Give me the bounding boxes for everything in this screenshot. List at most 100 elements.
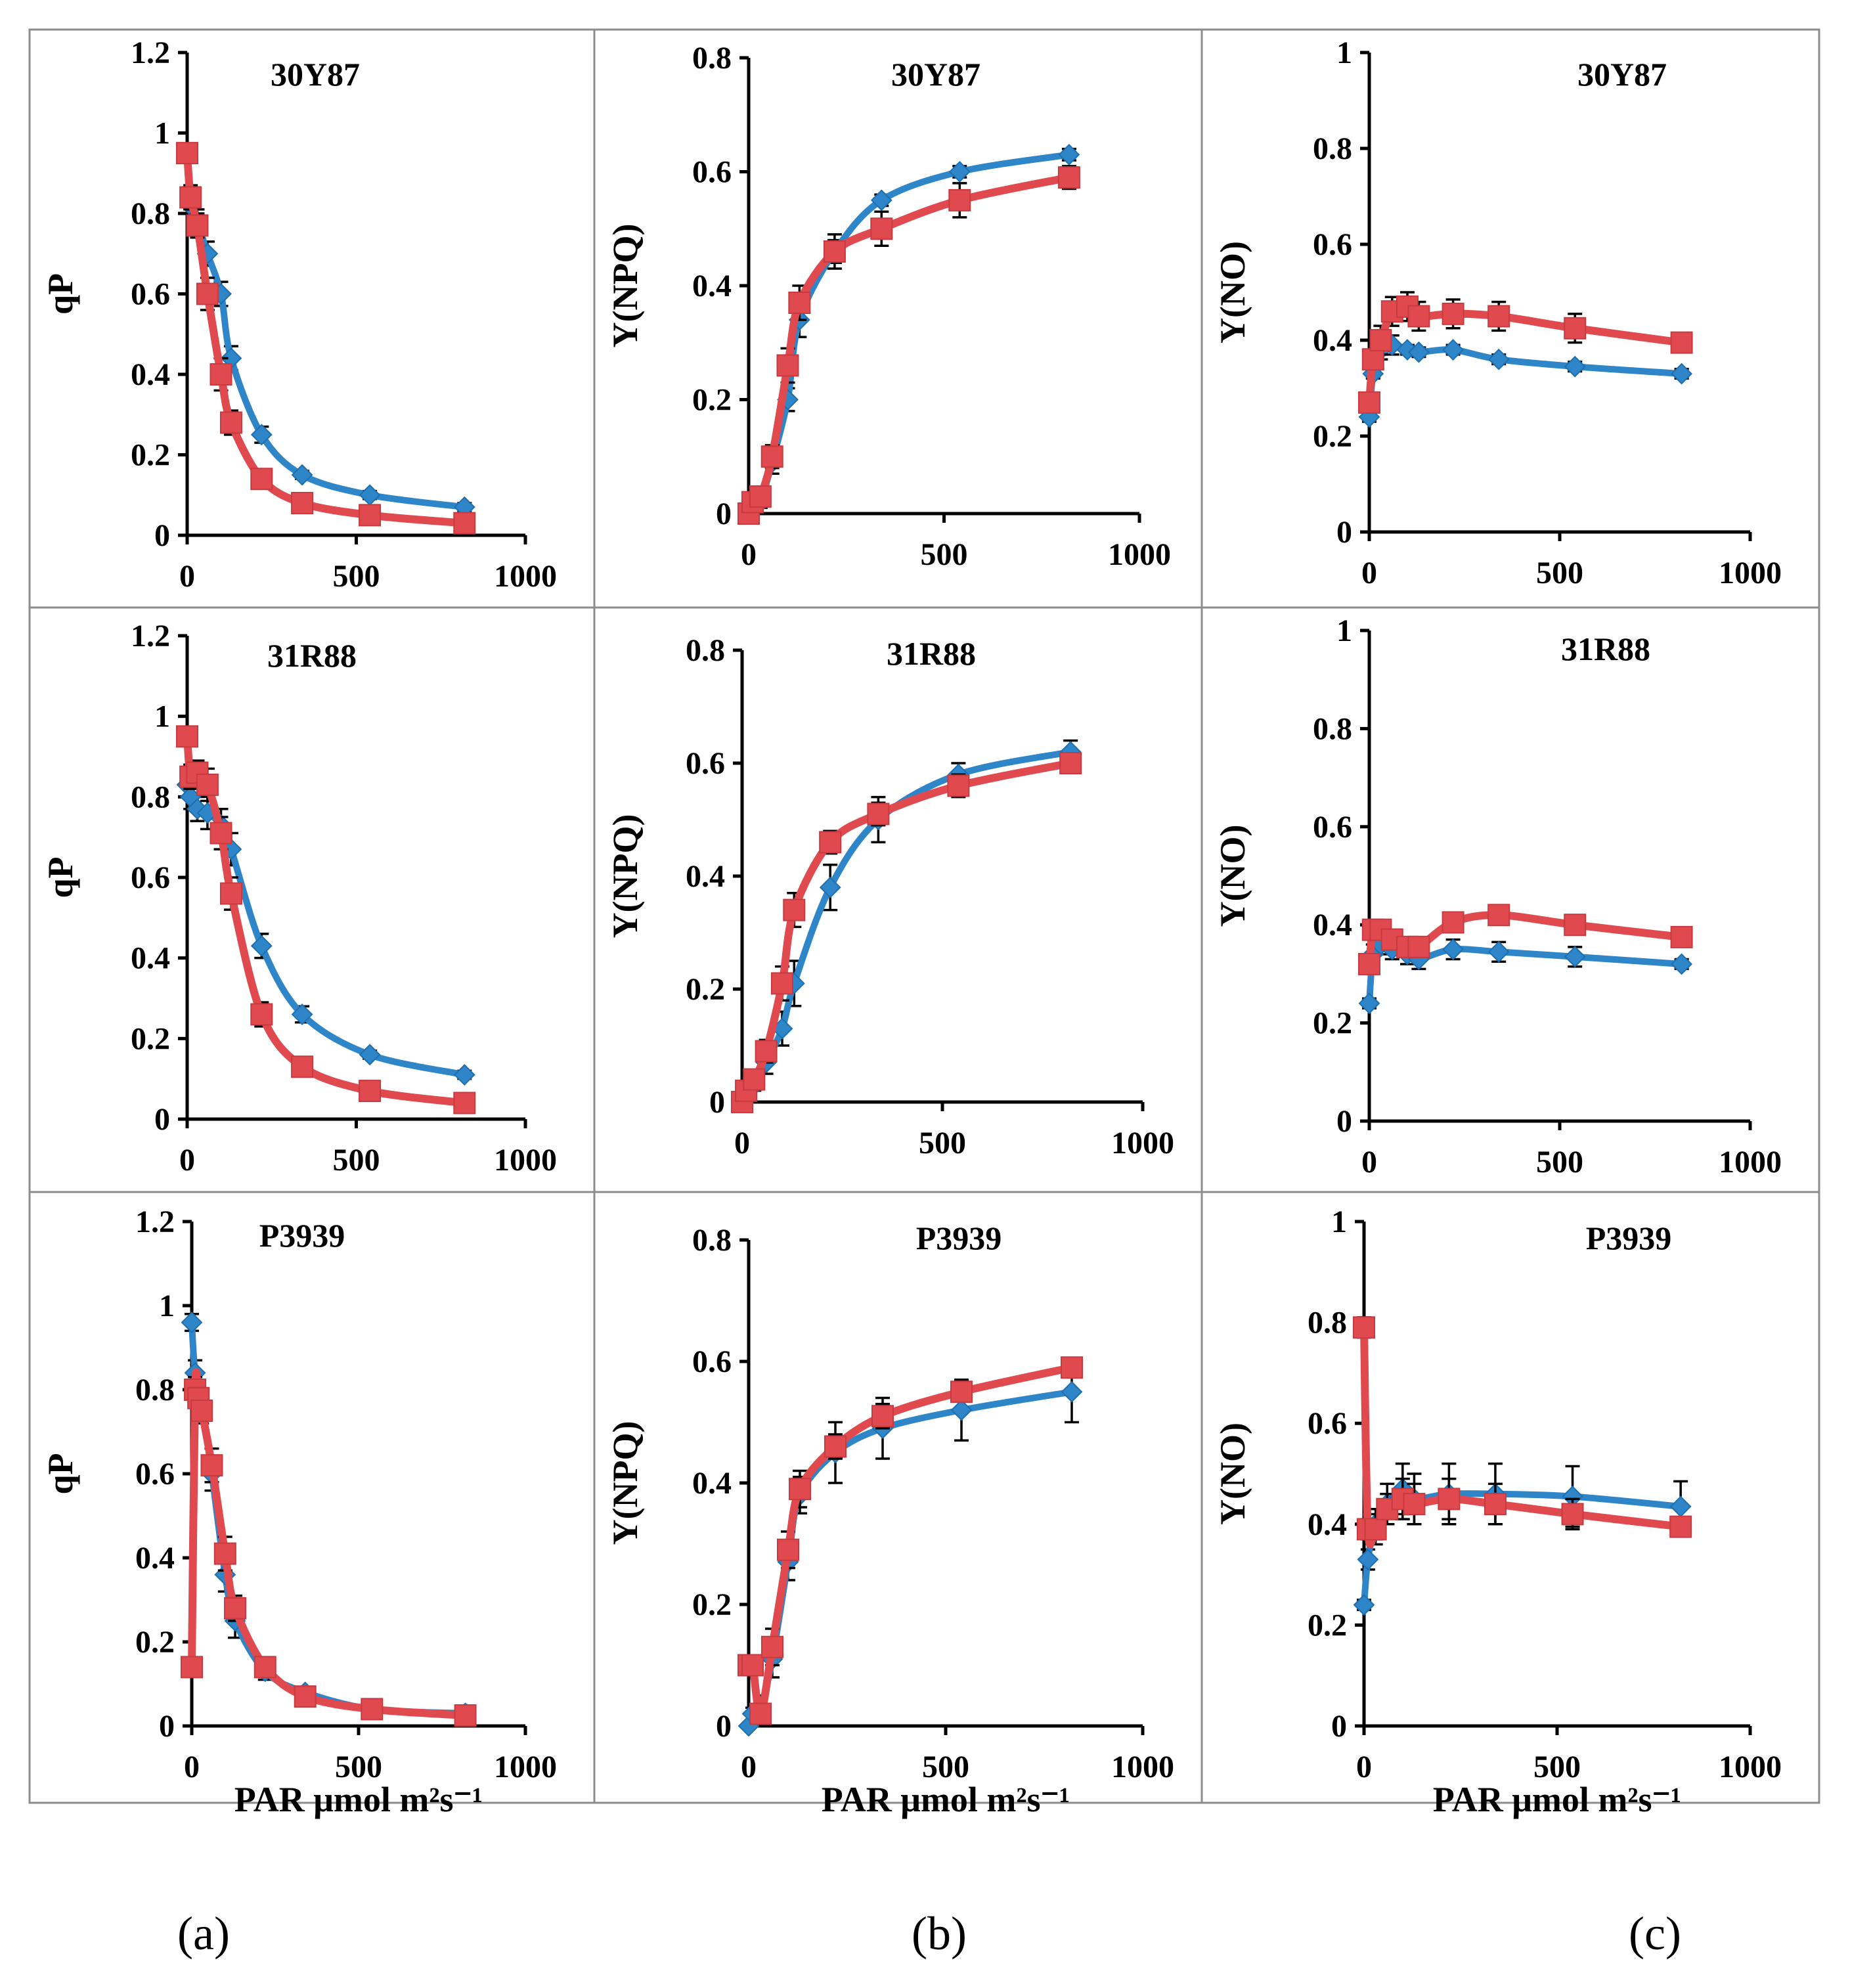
square-marker — [250, 1003, 273, 1026]
diamond-marker — [1358, 992, 1380, 1015]
x-tick-label: 500 — [1533, 1750, 1581, 1784]
y-tick-label: 0.6 — [1308, 1406, 1347, 1441]
y-tick-label: 0.4 — [131, 357, 170, 392]
square-marker — [176, 725, 198, 748]
square-marker — [1407, 305, 1430, 328]
square-marker — [749, 485, 772, 508]
y-tick-label: 0.6 — [1313, 810, 1352, 845]
diamond-marker — [870, 189, 892, 211]
square-marker — [1059, 752, 1082, 774]
y-tick-label: 0.2 — [1313, 1006, 1352, 1041]
square-marker — [1442, 911, 1465, 934]
square-marker — [190, 1400, 213, 1422]
panel-border — [28, 606, 596, 1193]
x-tick-label: 500 — [1536, 1145, 1583, 1180]
y-tick-label: 0.2 — [135, 1625, 175, 1660]
square-marker — [867, 803, 890, 826]
diamond-marker — [1671, 363, 1693, 385]
diamond-marker — [1487, 940, 1510, 963]
y-tick-label: 0.2 — [692, 1587, 732, 1622]
square-marker — [777, 1538, 799, 1561]
diamond-marker — [819, 876, 841, 898]
square-marker — [871, 1405, 894, 1428]
diamond-marker — [1564, 355, 1586, 378]
square-marker — [179, 186, 202, 209]
series-blue — [1358, 334, 1693, 428]
series-red — [731, 752, 1082, 1113]
y-tick-label: 0.6 — [686, 746, 725, 781]
y-tick-label: 0 — [154, 1102, 170, 1137]
x-tick-label: 0 — [179, 1143, 195, 1178]
x-tick-label: 1000 — [1111, 1126, 1174, 1160]
y-tick-label: 0.4 — [686, 859, 725, 894]
chart-title: 30Y87 — [1577, 56, 1667, 93]
y-tick-label: 0.4 — [1308, 1507, 1347, 1542]
square-marker — [947, 774, 970, 797]
series-red — [1358, 904, 1693, 975]
y-tick-label: 0.4 — [131, 941, 170, 976]
y-tick-label: 0.4 — [1313, 323, 1352, 358]
diamond-marker — [250, 424, 273, 446]
panel-8: 0 0.2 0.4 0.6 0.8 0 500 1000 P3939 Y(NPQ) PAR μmol… — [593, 1191, 1203, 1819]
x-axis-label: PAR μmol m²s⁻¹ — [1433, 1780, 1681, 1819]
y-tick-label: 1 — [154, 116, 170, 151]
x-tick-label: 500 — [921, 537, 968, 572]
x-tick-label: 1000 — [1108, 537, 1171, 572]
series-red — [1353, 1316, 1692, 1549]
panel-1: 0 0.2 0.4 0.6 0.8 1 1.2 0 500 1000 30Y87 qP — [28, 28, 596, 609]
x-tick-label: 500 — [333, 1143, 380, 1178]
y-tick-label: 0.2 — [1313, 419, 1352, 454]
square-marker — [1403, 1493, 1426, 1516]
square-marker — [294, 1685, 317, 1708]
x-tick-label: 0 — [734, 1126, 750, 1160]
y-tick-label: 0 — [159, 1709, 175, 1744]
square-marker — [1487, 904, 1510, 927]
square-marker — [176, 142, 198, 165]
square-marker — [761, 1635, 783, 1658]
y-tick-label: 0.2 — [1308, 1608, 1347, 1643]
y-tick-label: 0.2 — [686, 972, 725, 1007]
square-marker — [1361, 348, 1384, 371]
chart-title: 31R88 — [887, 635, 976, 672]
square-marker — [1057, 166, 1080, 189]
y-tick-label: 0.8 — [131, 196, 170, 231]
square-marker — [291, 1055, 314, 1078]
square-marker — [819, 831, 842, 854]
chart-title: P3939 — [259, 1217, 345, 1254]
x-tick-label: 0 — [1361, 556, 1377, 590]
square-marker — [783, 898, 806, 921]
chart-title: 30Y87 — [891, 56, 980, 93]
chart-title: P3939 — [916, 1220, 1002, 1256]
diamond-marker — [1061, 1381, 1083, 1403]
square-marker — [361, 1698, 384, 1721]
y-tick-label: 0.8 — [692, 41, 732, 76]
diamond-marker — [948, 161, 971, 183]
series-blue — [1353, 1462, 1692, 1616]
square-marker — [196, 282, 219, 305]
x-tick-label: 500 — [919, 1126, 966, 1160]
y-tick-label: 0.8 — [1308, 1306, 1347, 1340]
square-marker — [789, 1478, 811, 1501]
square-marker — [219, 411, 242, 434]
square-marker — [219, 882, 242, 905]
y-tick-label: 1 — [1331, 1204, 1347, 1239]
y-tick-label: 0.8 — [1313, 711, 1352, 746]
panel-4: 0 0.2 0.4 0.6 0.8 1 1.2 0 500 1000 31R88 qP — [28, 606, 596, 1193]
panel-2: 0 0.2 0.4 0.6 0.8 0 500 1000 30Y87 Y(NPQ) — [593, 28, 1203, 609]
diamond-marker — [181, 1312, 203, 1334]
square-marker — [824, 1435, 847, 1458]
panel-border — [28, 28, 596, 609]
diamond-marker — [1407, 341, 1430, 363]
chart-title: 30Y87 — [271, 56, 360, 93]
y-tick-label: 0.6 — [135, 1457, 175, 1491]
y-tick-label: 0.8 — [686, 633, 725, 668]
y-tick-label: 1.2 — [131, 35, 170, 70]
square-marker — [1407, 935, 1430, 958]
y-tick-label: 0.6 — [1313, 227, 1352, 262]
y-tick-label: 0.8 — [131, 780, 170, 814]
panel-border — [593, 28, 1203, 609]
y-tick-label: 0 — [716, 497, 732, 531]
y-tick-label: 0.4 — [692, 269, 732, 303]
x-tick-label: 0 — [184, 1750, 200, 1784]
